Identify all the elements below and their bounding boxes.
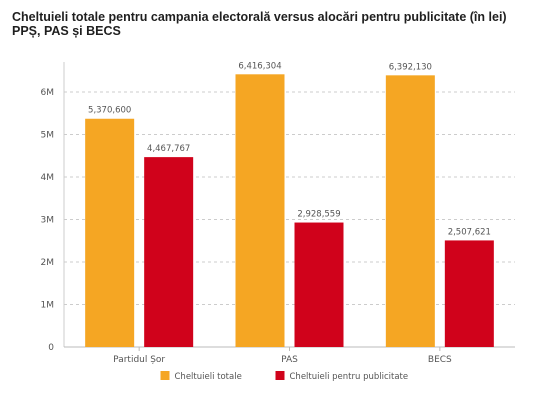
legend-label: Cheltuieli totale xyxy=(175,372,242,382)
data-label: 6,392,130 xyxy=(389,62,432,72)
data-label: 5,370,600 xyxy=(88,106,131,116)
bar xyxy=(85,118,135,347)
y-tick-label: 5M xyxy=(41,131,55,141)
data-label: 2,507,621 xyxy=(448,227,491,237)
x-tick-label: BECS xyxy=(428,355,452,365)
y-tick-label: 4M xyxy=(41,173,55,183)
chart-subtitle: PPȘ, PAS și BECS xyxy=(12,24,121,38)
data-label: 6,416,304 xyxy=(238,61,281,71)
x-tick-label: PAS xyxy=(281,355,298,365)
data-label: 2,928,559 xyxy=(297,210,340,220)
chart-title-block: Cheltuieli totale pentru campania electo… xyxy=(12,10,532,38)
legend-label: Cheltuieli pentru publicitate xyxy=(290,372,409,382)
x-tick-label: Partidul Șor xyxy=(113,355,165,365)
chart-title: Cheltuieli totale pentru campania electo… xyxy=(12,10,507,24)
data-label: 4,467,767 xyxy=(147,144,190,154)
y-tick-label: 3M xyxy=(41,216,55,226)
y-tick-label: 6M xyxy=(41,88,55,98)
bar xyxy=(235,74,285,348)
bar xyxy=(144,157,194,347)
bar xyxy=(385,75,435,347)
y-tick-label: 2M xyxy=(41,258,55,268)
legend-swatch xyxy=(160,371,170,380)
bar xyxy=(294,222,344,347)
y-tick-label: 1M xyxy=(41,301,55,311)
bar xyxy=(444,240,494,347)
y-tick-label: 0 xyxy=(48,343,54,353)
legend-swatch xyxy=(275,371,285,380)
